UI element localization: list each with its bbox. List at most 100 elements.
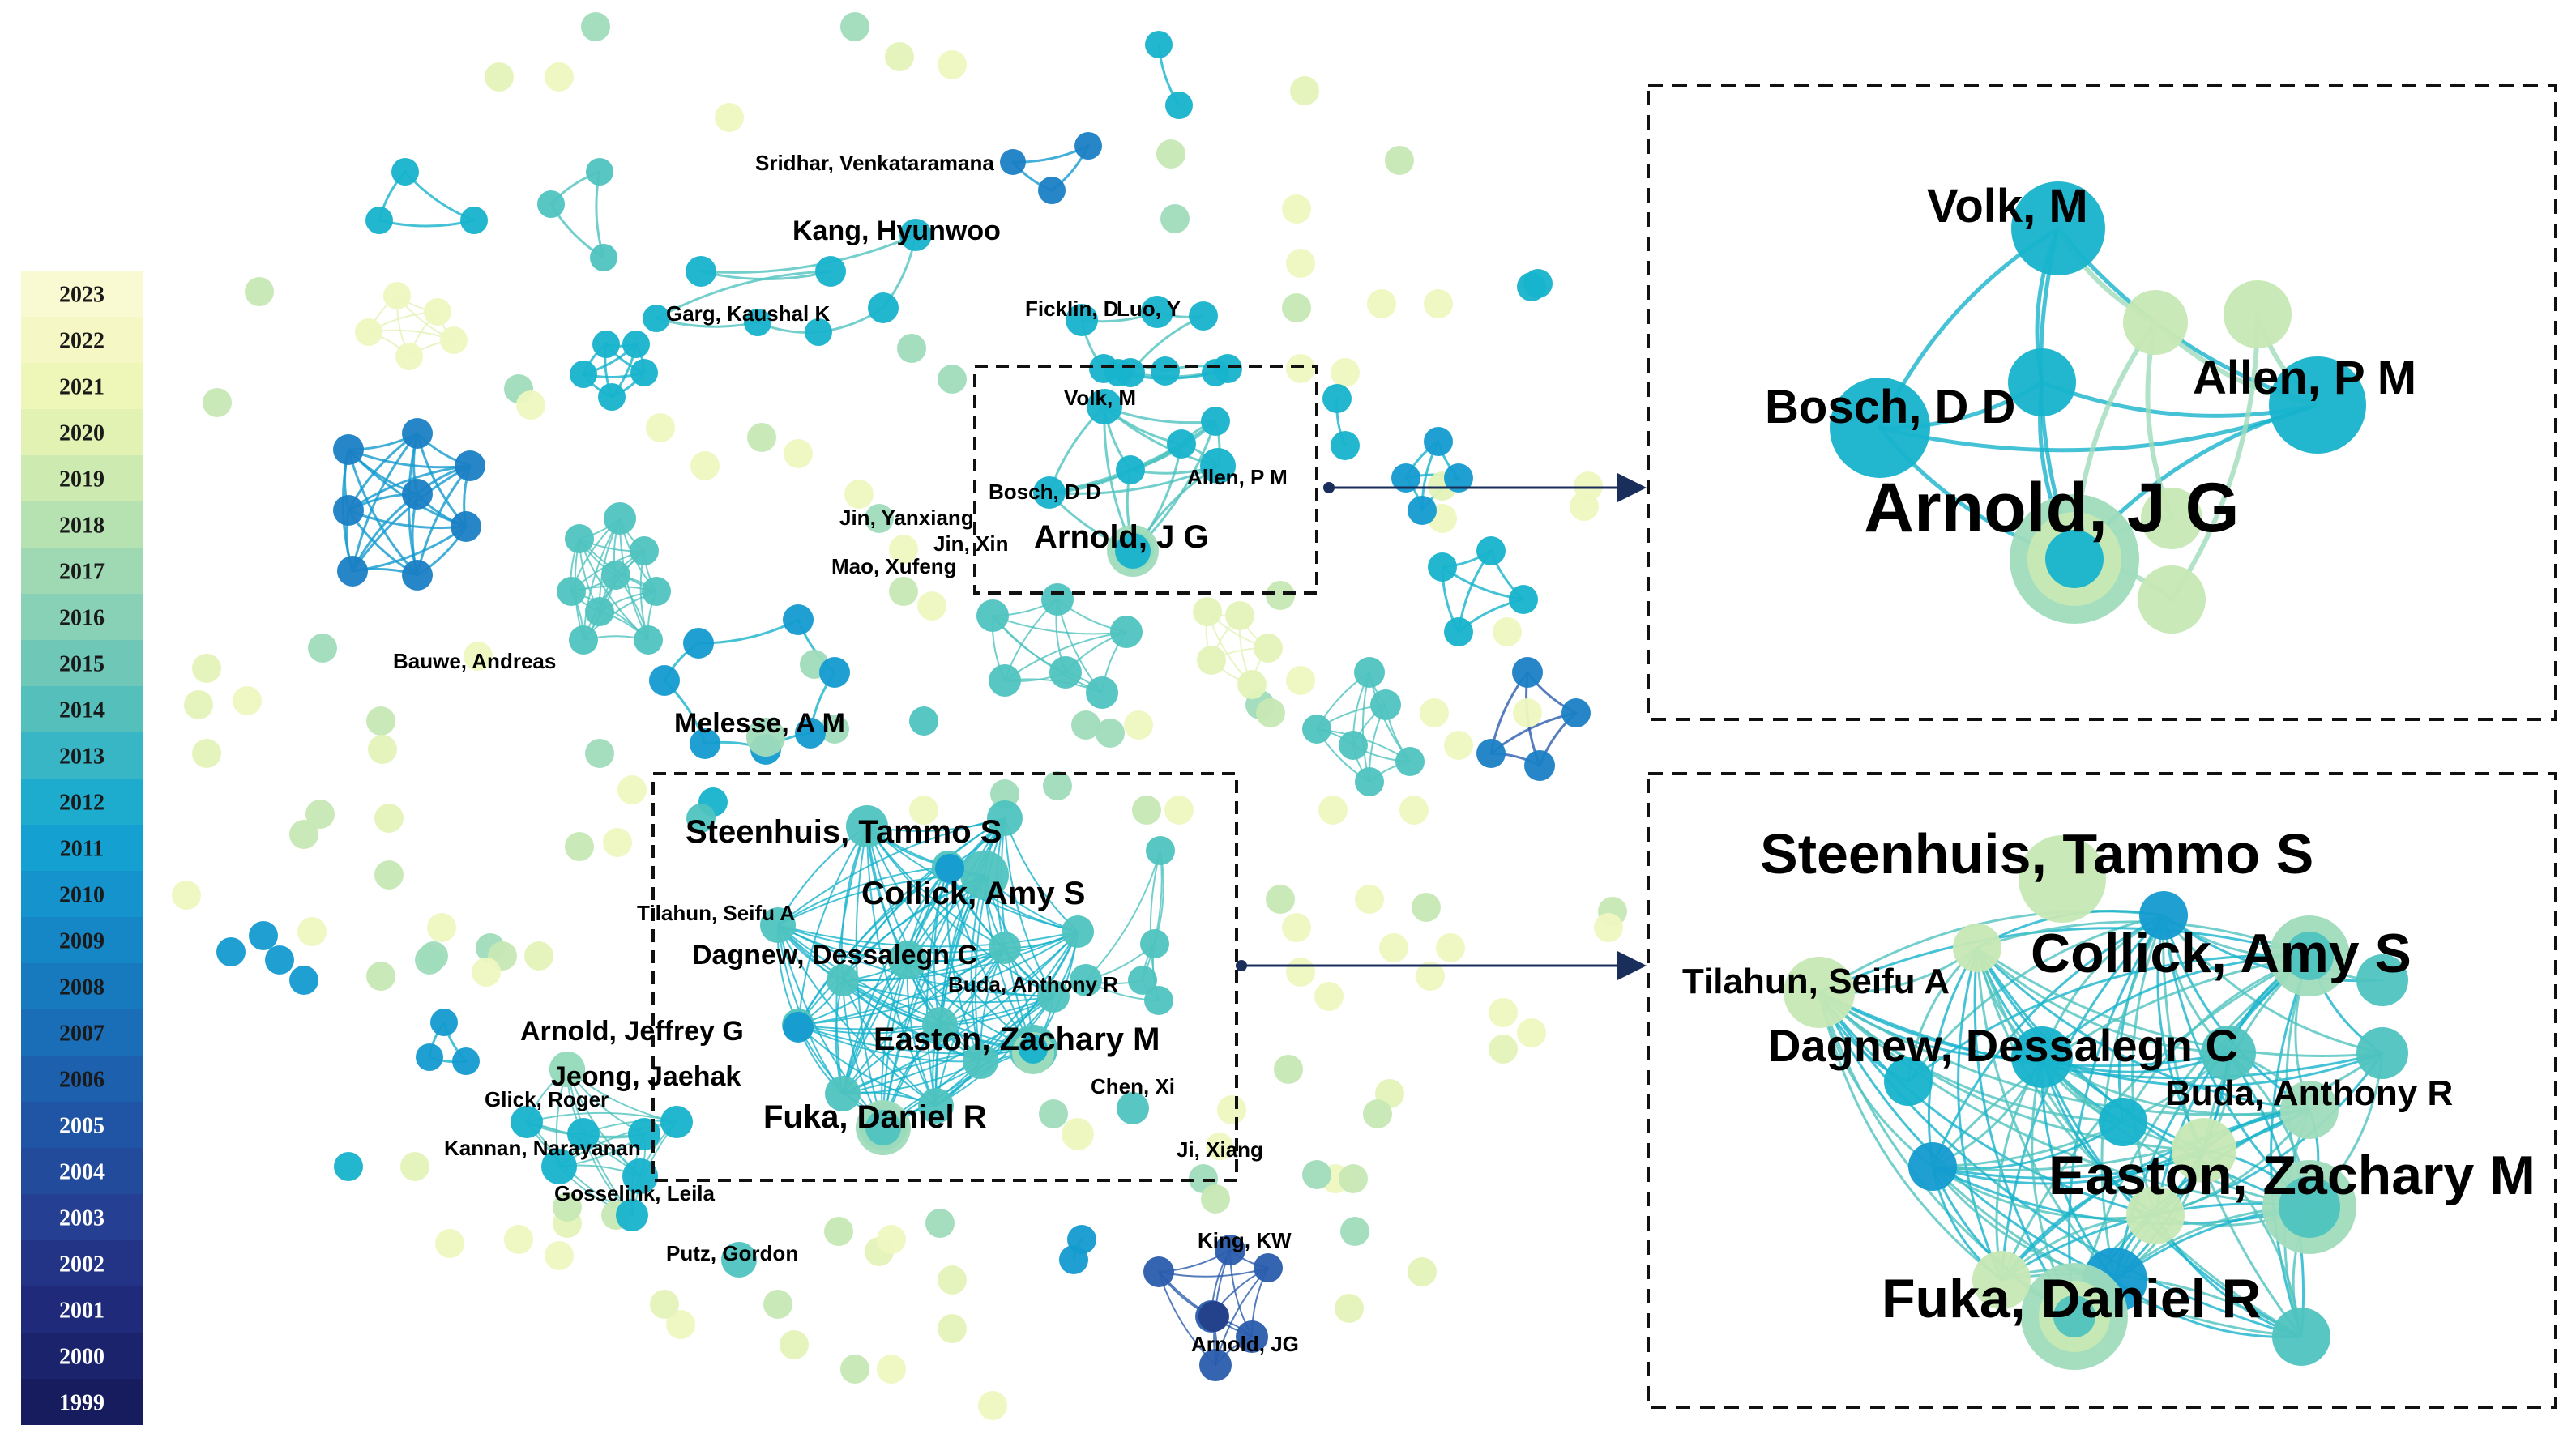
author-node xyxy=(763,1290,792,1319)
author-node xyxy=(2011,1026,2073,1088)
author-node xyxy=(1517,1018,1546,1047)
legend-year-2000: 2000 xyxy=(59,1345,105,1370)
author-node xyxy=(440,326,468,354)
author-node xyxy=(634,625,663,655)
legend-swatch-1999 xyxy=(21,1379,143,1425)
author-node xyxy=(1236,1320,1268,1353)
legend-year-2007: 2007 xyxy=(59,1022,105,1047)
author-node xyxy=(545,62,574,92)
author-node xyxy=(541,1149,577,1184)
author-node xyxy=(1395,747,1425,776)
author-node xyxy=(592,331,620,358)
author-node xyxy=(1408,496,1437,525)
author-node xyxy=(1145,31,1173,58)
author-node xyxy=(1164,796,1194,825)
author-node xyxy=(744,309,771,336)
author-node xyxy=(2139,891,2188,940)
coauthor-edge xyxy=(1004,817,1054,997)
author-node xyxy=(1037,980,1070,1013)
author-node xyxy=(1493,617,1522,646)
author-node xyxy=(265,945,294,975)
author-node xyxy=(416,1043,443,1071)
author-node xyxy=(783,604,814,635)
author-node xyxy=(1199,1349,1232,1381)
legend-year-2019: 2019 xyxy=(59,467,105,493)
author-node xyxy=(391,158,419,186)
zoom-label-buda: Buda, Anthony R xyxy=(2165,1073,2453,1113)
author-node xyxy=(334,1152,363,1181)
author-node xyxy=(1428,552,1457,582)
author-node xyxy=(990,779,1019,808)
author-node xyxy=(1282,913,1311,942)
author-node xyxy=(1059,1245,1088,1274)
author-node xyxy=(846,805,888,847)
author-node xyxy=(1335,1294,1364,1323)
zoom-label-bosch: Bosch, D D xyxy=(1765,381,2015,433)
author-node xyxy=(2123,290,2188,355)
author-node xyxy=(1367,289,1396,318)
zoom-box-arnold-cluster xyxy=(973,365,1318,595)
legend-swatch-2002 xyxy=(21,1240,143,1286)
author-node xyxy=(1041,583,1074,616)
author-node xyxy=(1143,1256,1174,1287)
label-steenhuis-main: Steenhuis, Tammo S xyxy=(686,814,1002,850)
author-node xyxy=(2172,1118,2236,1183)
author-node xyxy=(960,851,1009,899)
coauthor-edge xyxy=(842,866,949,1094)
author-node xyxy=(840,12,869,41)
label-luo: Luo, Y xyxy=(1117,297,1181,321)
label-kannan: Kannan, Narayanan xyxy=(444,1136,641,1160)
coauthor-edge xyxy=(842,931,1079,982)
author-node xyxy=(1141,296,1173,328)
network-nodes xyxy=(172,12,1627,1420)
author-node xyxy=(1444,617,1473,646)
coauthor-edge xyxy=(797,947,1006,1026)
author-node xyxy=(1132,796,1161,825)
label-easton-main: Easton, Zachary M xyxy=(874,1022,1160,1057)
author-node xyxy=(1476,739,1506,768)
author-node xyxy=(233,686,262,715)
legend-year-2023: 2023 xyxy=(59,283,105,308)
label-putz: Putz, Gordon xyxy=(666,1241,798,1265)
coauthor-edge xyxy=(1931,1052,2230,1168)
author-node xyxy=(1200,448,1236,484)
author-node xyxy=(395,343,423,370)
author-node xyxy=(355,318,382,346)
author-node xyxy=(1237,670,1267,699)
coauthor-edge xyxy=(2000,954,2311,1282)
author-node xyxy=(1206,1133,1233,1160)
author-node xyxy=(192,654,221,683)
author-node xyxy=(1286,354,1315,383)
author-node xyxy=(1424,427,1453,456)
legend-swatch-2022 xyxy=(21,317,143,363)
author-node xyxy=(545,1241,574,1270)
legend-swatch-2015 xyxy=(21,640,143,686)
author-node xyxy=(1215,1235,1245,1265)
author-node xyxy=(1198,1301,1229,1332)
author-node xyxy=(565,524,594,553)
author-node xyxy=(938,50,967,79)
label-collick-main: Collick, Amy S xyxy=(861,876,1085,911)
zoom-label-collick: Collick, Amy S xyxy=(2031,923,2412,984)
author-node xyxy=(472,958,501,987)
coauthor-edge xyxy=(882,866,949,1127)
legend-swatch-2013 xyxy=(21,732,143,779)
legend-swatch-2017 xyxy=(21,548,143,594)
label-ji: Ji, Xiang xyxy=(1177,1137,1263,1162)
coauthor-edge xyxy=(1818,991,2003,1282)
coauthor-edge xyxy=(1818,991,2311,1209)
author-node xyxy=(1156,139,1185,169)
legend-year-2014: 2014 xyxy=(59,698,105,723)
legend-year-2012: 2012 xyxy=(59,791,105,816)
author-node xyxy=(963,1043,998,1079)
author-node xyxy=(815,256,846,287)
author-node xyxy=(938,1265,967,1295)
author-node xyxy=(553,1192,582,1222)
label-jin-xin: Jin, Xin xyxy=(933,531,1008,556)
author-node xyxy=(1339,731,1368,760)
coauthor-edge xyxy=(526,1111,677,1123)
coauthor-edge xyxy=(351,464,472,573)
coauthor-edge xyxy=(2000,1108,2311,1282)
author-node xyxy=(2019,835,2106,923)
author-node xyxy=(452,1047,480,1075)
